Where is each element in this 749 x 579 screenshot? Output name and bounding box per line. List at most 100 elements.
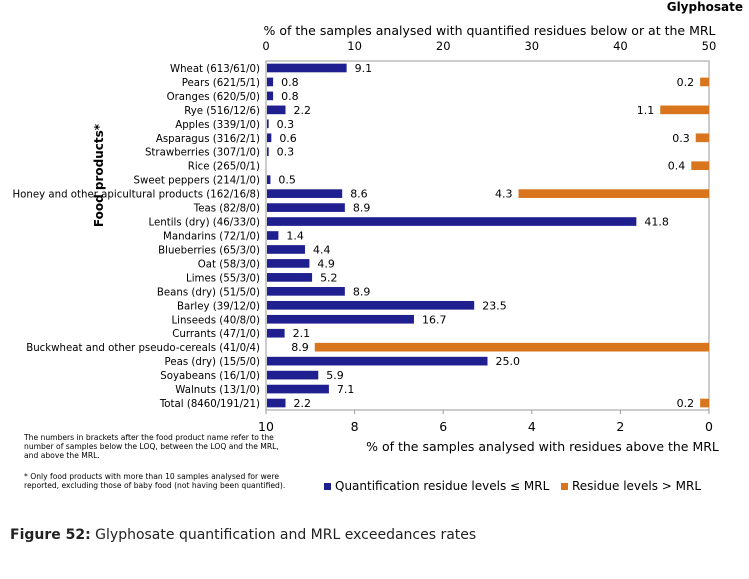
bottom-tick-label: 8	[351, 419, 359, 434]
figure-caption: Figure 52: Glyphosate quantification and…	[10, 527, 476, 543]
category-label: Buckwheat and other pseudo-cereals (41/0…	[26, 343, 260, 354]
category-label: Beans (dry) (51/5/0)	[157, 287, 260, 298]
bar-quantified	[267, 203, 345, 212]
bar-quantified	[267, 384, 329, 394]
caption-label: Figure 52:	[10, 527, 91, 543]
bar-exceed	[700, 77, 709, 87]
data-label-quantified: 2.2	[293, 397, 311, 410]
bar-quantified	[267, 328, 285, 338]
data-label-exceed: 0.2	[677, 76, 695, 89]
category-label: Lentils (dry) (46/33/0)	[148, 218, 260, 229]
bottom-tick-label: 4	[528, 419, 536, 434]
category-label: Barley (39/12/0)	[177, 301, 260, 312]
bar-quantified	[267, 217, 637, 226]
diverging-bar-chart: % of the samples analysed with quantifie…	[13, 23, 719, 454]
bar-quantified	[267, 287, 345, 296]
bottom-tick-label: 10	[258, 419, 274, 434]
footnote-asterisk: * Only food products with more than 10 s…	[24, 472, 286, 490]
data-label-quantified: 0.8	[281, 76, 299, 89]
category-label: Pears (621/5/1)	[182, 78, 260, 89]
data-label-quantified: 8.6	[350, 188, 368, 201]
bottom-tick-label: 2	[616, 419, 624, 434]
data-label-exceed: 4.3	[495, 188, 513, 201]
bottom-tick-label: 0	[705, 419, 713, 434]
data-label-exceed: 8.9	[291, 341, 309, 354]
data-label-quantified: 2.2	[293, 104, 311, 117]
category-label: Sweet peppers (214/1/0)	[134, 176, 260, 187]
bar-quantified	[267, 91, 274, 101]
bar-quantified	[267, 63, 347, 73]
bar-exceed	[660, 105, 709, 115]
bar-quantified	[267, 147, 269, 157]
top-tick-label: 40	[613, 39, 628, 53]
bar-quantified	[267, 175, 271, 184]
legend-swatch-quantified	[324, 482, 331, 490]
data-label-quantified: 23.5	[482, 299, 507, 312]
y-axis-label: Food products*	[92, 123, 106, 227]
bottom-tick-label: 6	[439, 419, 447, 434]
bar-exceed	[314, 342, 709, 352]
bar-quantified	[267, 245, 305, 254]
category-label: Limes (55/3/0)	[186, 273, 260, 284]
data-label-quantified: 25.0	[496, 355, 521, 368]
legend-swatch-exceed	[561, 482, 568, 490]
bar-quantified	[267, 300, 475, 310]
data-label-quantified: 41.8	[644, 216, 669, 229]
data-label-exceed: 0.2	[677, 397, 695, 410]
data-label-quantified: 5.2	[320, 271, 338, 284]
category-label: Soyabeans (16/1/0)	[160, 371, 260, 382]
caption-text: Glyphosate quantification and MRL exceed…	[90, 527, 477, 543]
category-label: Rice (265/0/1)	[188, 162, 260, 173]
data-label-quantified: 4.4	[313, 243, 331, 256]
bar-quantified	[267, 231, 279, 240]
bar-quantified	[267, 105, 286, 115]
bottom-axis-label: % of the samples analysed with residues …	[366, 439, 719, 454]
data-label-quantified: 7.1	[337, 383, 355, 396]
top-tick-label: 50	[702, 39, 717, 53]
bar-quantified	[267, 119, 269, 129]
legend-label-quantified: Quantification residue levels ≤ MRL	[335, 479, 550, 493]
data-label-quantified: 5.9	[326, 369, 344, 382]
bar-exceed	[518, 189, 709, 198]
top-tick-label: 20	[436, 39, 451, 53]
legend-label-exceed: Residue levels > MRL	[572, 479, 702, 493]
bar-quantified	[267, 77, 274, 87]
legend-exceed: Residue levels > MRL	[561, 479, 701, 493]
bar-quantified	[267, 356, 488, 366]
bar-quantified	[267, 273, 313, 282]
top-axis-label: % of the samples analysed with quantifie…	[263, 23, 715, 38]
data-label-quantified: 2.1	[293, 327, 311, 340]
category-label: Currants (47/1/0)	[172, 329, 260, 340]
category-label: Peas (dry) (15/5/0)	[165, 357, 260, 368]
bar-exceed	[691, 161, 709, 171]
bar-quantified	[267, 398, 286, 408]
legend-quantified: Quantification residue levels ≤ MRL	[324, 479, 549, 493]
bar-quantified	[267, 259, 310, 268]
category-label: Teas (82/8/0)	[193, 204, 260, 215]
top-tick-label: 30	[524, 39, 539, 53]
category-label: Rye (516/12/6)	[184, 106, 260, 117]
data-label-quantified: 8.9	[353, 202, 371, 215]
category-label: Apples (339/1/0)	[175, 120, 260, 131]
data-label-quantified: 0.6	[279, 132, 297, 145]
category-label: Mandarins (72/1/0)	[163, 232, 260, 243]
bar-exceed	[700, 398, 709, 408]
data-label-quantified: 0.3	[277, 146, 295, 159]
category-label: Oat (58/3/0)	[198, 259, 260, 270]
data-label-quantified: 16.7	[422, 313, 447, 326]
category-label: Wheat (613/61/0)	[170, 64, 260, 75]
bar-exceed	[695, 133, 709, 143]
data-label-quantified: 8.9	[353, 285, 371, 298]
data-label-exceed: 0.3	[672, 132, 690, 145]
plot-frame	[265, 60, 710, 411]
category-label: Blueberries (65/3/0)	[158, 245, 260, 256]
category-label: Honey and other apicultural products (16…	[13, 190, 261, 201]
category-label: Strawberries (307/1/0)	[145, 148, 260, 159]
data-label-quantified: 0.3	[277, 118, 295, 131]
category-label: Asparagus (316/2/1)	[156, 134, 260, 145]
bar-quantified	[267, 314, 414, 324]
category-label: Linseeds (40/8/0)	[171, 315, 260, 326]
footnote-brackets: The numbers in brackets after the food p…	[24, 433, 279, 460]
category-label: Walnuts (13/1/0)	[175, 385, 260, 396]
top-tick-label: 10	[347, 39, 362, 53]
